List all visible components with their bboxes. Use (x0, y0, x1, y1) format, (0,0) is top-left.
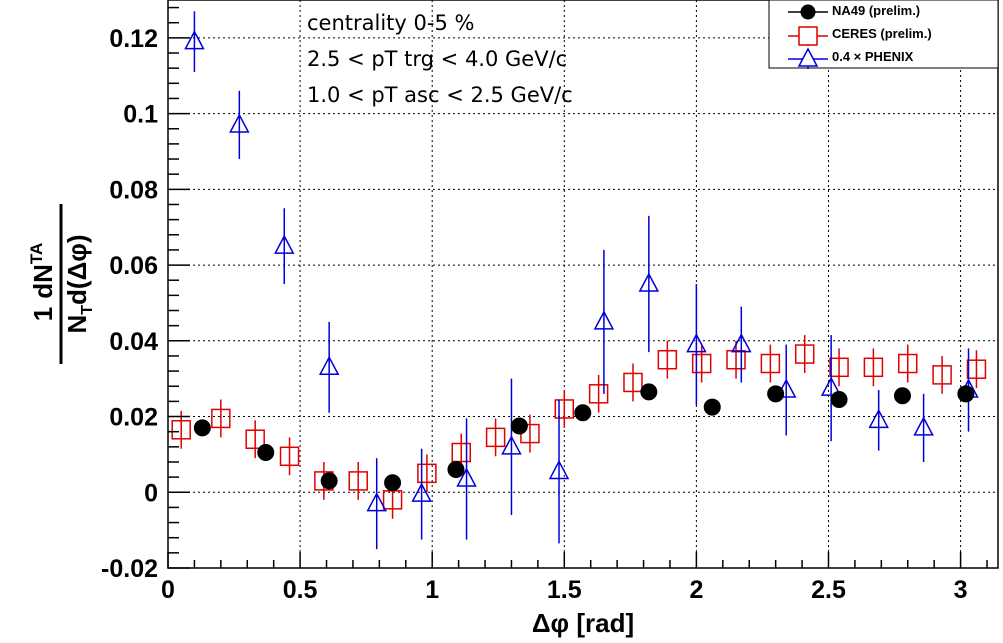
legend-label-phenix: 0.4 × PHENIX (832, 49, 914, 64)
series-0 (193, 383, 975, 492)
data-point (501, 435, 522, 455)
y-axis-prefix: dN (28, 264, 58, 299)
data-point (447, 461, 465, 479)
legend: NA49 (prelim.) CERES (prelim.) 0.4 × PHE… (768, 0, 999, 69)
legend-markers (788, 4, 828, 69)
grid-layer (168, 0, 998, 568)
x-tick-label: 0 (161, 576, 175, 604)
legend-marker (797, 47, 819, 67)
data-point (703, 398, 721, 416)
data-point (913, 416, 934, 436)
y-axis-title: 1 dNTA NTd(Δφ) (27, 204, 96, 364)
data-point (767, 385, 785, 403)
data-point (898, 353, 918, 374)
data-point (638, 272, 660, 292)
y-tick-label: 0.06 (109, 252, 158, 280)
series-layer (171, 11, 987, 550)
x-tick-label: 2 (689, 576, 703, 604)
data-point (640, 383, 658, 401)
data-point (957, 385, 975, 403)
y-tick-label: 0.1 (123, 101, 158, 129)
x-tick-label: 2.5 (811, 576, 846, 604)
annotation-pt-trigger: 2.5 < pT trg < 4.0 GeV/c (307, 47, 567, 71)
svg-text:NTd(Δφ): NTd(Δφ) (62, 234, 96, 333)
data-point (510, 417, 528, 435)
data-point (623, 372, 643, 393)
data-point (829, 357, 849, 378)
x-tick-label: 1 (425, 576, 439, 604)
data-point (274, 234, 295, 254)
data-point (348, 471, 368, 491)
data-point (456, 467, 477, 487)
data-point (893, 387, 911, 405)
data-point (932, 365, 952, 385)
data-point (554, 399, 575, 419)
legend-marker (800, 4, 816, 20)
annotation-centrality: centrality 0-5 % (307, 11, 474, 35)
data-point (548, 459, 570, 480)
data-point (384, 474, 402, 492)
data-point (245, 429, 265, 450)
data-point (417, 463, 437, 484)
data-point (657, 349, 678, 370)
data-point (366, 492, 387, 512)
plot-frame (167, 0, 999, 569)
legend-label-ceres: CERES (prelim.) (832, 26, 932, 41)
data-point (279, 446, 300, 467)
data-point (171, 420, 191, 440)
y-axis-denominator-rest: d(Δφ) (62, 234, 92, 304)
series-2 (184, 11, 979, 550)
data-point (229, 113, 250, 133)
data-point (760, 353, 781, 374)
data-point (593, 310, 615, 330)
data-point (574, 404, 592, 422)
x-tick-label: 0.5 (283, 576, 318, 604)
y-tick-label: 0.04 (109, 328, 158, 356)
y-tick-label: 0 (144, 479, 158, 507)
y-axis-superscript: TA (27, 243, 46, 264)
x-axis-title: Δφ [rad] (532, 608, 634, 638)
data-point (820, 376, 842, 396)
y-tick-label: -0.02 (101, 555, 158, 583)
data-point (726, 349, 746, 370)
data-point (588, 384, 609, 404)
annotation-block: centrality 0-5 % 2.5 < pT trg < 4.0 GeV/… (307, 11, 573, 107)
y-tick-label: 0.08 (109, 176, 158, 204)
svg-text:1dNTA: 1 dNTA (27, 243, 58, 322)
data-point (966, 359, 987, 379)
data-point (863, 357, 884, 378)
data-point (211, 408, 231, 429)
legend-marker (798, 26, 818, 46)
data-point (485, 427, 506, 448)
data-point (868, 408, 889, 429)
data-point (257, 444, 275, 462)
data-point (184, 30, 205, 50)
x-tick-label: 1.5 (547, 576, 582, 604)
data-point (830, 390, 848, 408)
legend-label-na49: NA49 (prelim.) (832, 3, 920, 18)
data-point (794, 344, 815, 364)
series-1 (171, 335, 987, 519)
data-point (320, 472, 338, 490)
y-tick-label: 0.02 (109, 404, 158, 432)
y-axis-denominator: N (62, 315, 92, 334)
data-point (686, 332, 707, 353)
y-axis-subscript: T (79, 305, 96, 315)
data-point (691, 353, 712, 374)
data-point (193, 419, 211, 437)
x-tick-label: 3 (954, 576, 968, 604)
data-point (411, 482, 432, 502)
data-point (731, 332, 752, 353)
y-axis-numerator: 1 (28, 307, 58, 321)
data-point (451, 442, 472, 463)
data-point (318, 355, 340, 376)
y-tick-label: 0.12 (109, 25, 158, 53)
ticks-layer: 0 0.5 1 1.5 2 2.5 3-0.0200.020.040.060.080.10.… (101, 6, 988, 604)
annotation-pt-associated: 1.0 < pT asc < 2.5 GeV/c (307, 83, 573, 107)
